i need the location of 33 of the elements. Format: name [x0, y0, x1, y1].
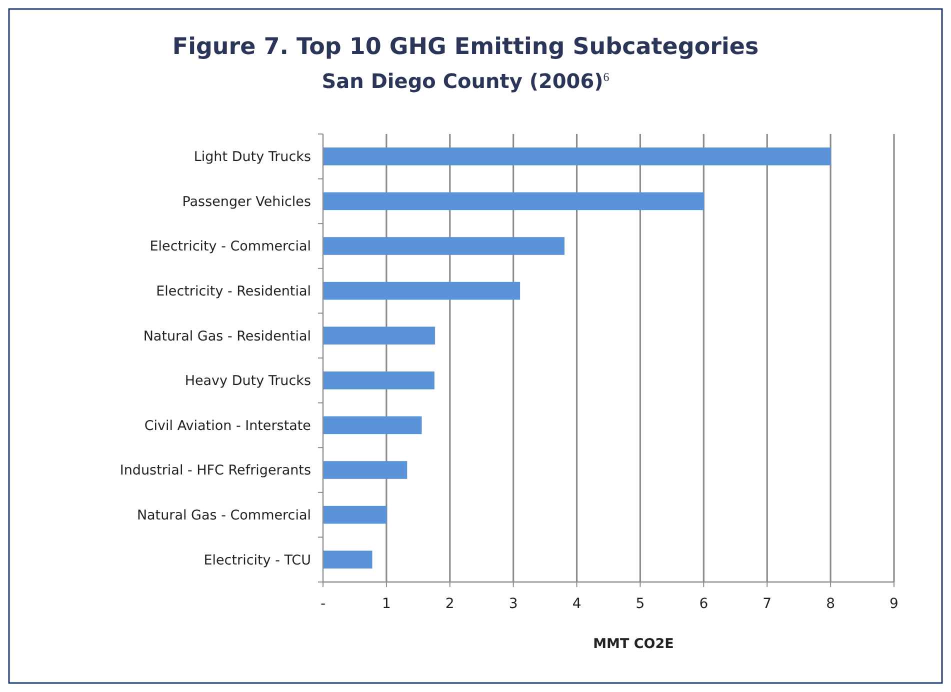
y-tick-label: Heavy Duty Trucks	[184, 373, 311, 390]
bar	[322, 147, 831, 166]
x-tick-label: 1	[382, 596, 391, 612]
x-tick-label: 5	[636, 596, 645, 612]
y-tick-label: Electricity - Residential	[156, 284, 311, 300]
y-tick-label: Natural Gas - Commercial	[136, 508, 311, 524]
bar	[322, 237, 564, 255]
bar	[322, 326, 436, 345]
bar	[322, 550, 372, 569]
y-tick-label: Electricity - TCU	[204, 552, 311, 568]
bar	[322, 416, 422, 434]
bar	[322, 282, 520, 300]
x-tick-label: 7	[762, 596, 772, 612]
x-axis-title: MMT CO2E	[593, 636, 674, 652]
chart-subtitle: San Diego County (2006)$^{6}$	[322, 69, 610, 93]
y-tick-label: Civil Aviation - Interstate	[144, 418, 311, 434]
x-tick-label: 9	[890, 596, 898, 612]
x-tick-label: 2	[445, 596, 454, 612]
chart-title: Figure 7. Top 10 GHG Emitting Subcategories	[172, 34, 759, 60]
bar	[322, 461, 408, 479]
x-tick-label: 8	[826, 596, 836, 612]
x-tick-label: 4	[572, 596, 582, 612]
y-tick-label: Industrial - HFC Refrigerants	[120, 462, 311, 479]
x-tick-label: 6	[699, 596, 708, 612]
bar	[322, 371, 434, 390]
bar	[322, 192, 704, 210]
y-tick-label: Electricity - Commercial	[150, 238, 311, 255]
bar	[322, 506, 387, 524]
x-tick-label: -	[320, 596, 326, 612]
x-tick-label: 3	[508, 596, 518, 612]
y-tick-label: Light Duty Trucks	[194, 149, 311, 166]
y-tick-label: Passenger Vehicles	[182, 194, 311, 210]
y-tick-label: Natural Gas - Residential	[143, 328, 311, 344]
